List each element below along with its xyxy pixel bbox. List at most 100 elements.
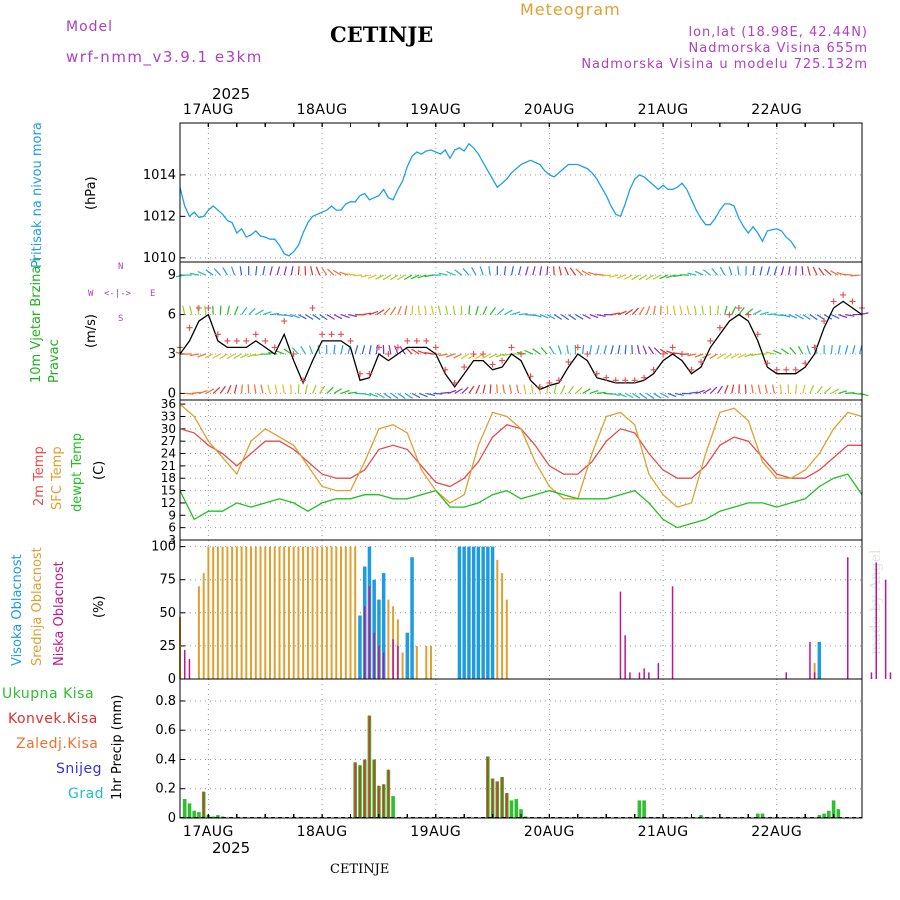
wind-gust-marker (679, 351, 685, 357)
precip-total-bar (836, 809, 841, 818)
wind-arrow (575, 386, 583, 394)
wind-arrow (424, 305, 427, 315)
wind-direction-legend: N W <-|-> E S (88, 262, 158, 324)
precip-legend-total: Ukupna Kisa (2, 686, 95, 702)
wind-gust-marker (849, 298, 856, 305)
wind-arrow (226, 353, 235, 360)
precip-total-bar (216, 815, 220, 818)
wind-arrow (213, 268, 221, 276)
cloud-mid-bar (231, 546, 234, 679)
cloud-mid-bar (325, 546, 328, 679)
wind-gust-marker (584, 351, 591, 357)
cloud-high-bar (481, 546, 485, 679)
wind-arrow (312, 314, 321, 321)
precip-total-bar (760, 813, 765, 818)
wind-legend-arrow: <-|-> (104, 289, 132, 299)
wind-arrow (418, 392, 428, 398)
wind-arrow (297, 266, 300, 276)
wind-gust-marker (309, 305, 316, 311)
wind-arrow (284, 314, 294, 318)
wind-arrow (367, 274, 377, 279)
wind-gust-marker (404, 337, 411, 344)
wind-arrow (760, 311, 769, 316)
wind-gust-marker (792, 366, 799, 373)
ytick-label: 25 (159, 639, 176, 654)
wind-arrow (233, 384, 238, 394)
xtick-label-bottom: 17AUG (183, 824, 234, 840)
dewpt-line (179, 473, 863, 529)
wind-arrow (824, 268, 832, 276)
cloud-mid-bar (430, 645, 432, 679)
model-name: wrf-nmm_v3.9.1 e3km (66, 48, 263, 66)
wind-arrow (539, 266, 543, 276)
wind-arrow (468, 305, 471, 315)
wind-arrow (642, 345, 648, 355)
wind-gust-marker (508, 344, 515, 351)
page-title: CETINJE (330, 22, 434, 47)
wind-arrow (516, 384, 520, 394)
wind-arrow (340, 345, 344, 355)
wind-arrow (772, 384, 775, 394)
wind-gust-marker (347, 337, 354, 344)
wind-arrow (523, 384, 527, 394)
wind-arrow (603, 345, 607, 355)
precip-conv-bar (202, 791, 205, 818)
ytick-label: 33 (161, 409, 176, 423)
wind-arrow (624, 392, 634, 399)
wind-arrow (348, 391, 358, 394)
wind-arrow (219, 353, 228, 360)
wind-arrow (694, 270, 704, 276)
precip-conv-bar (359, 765, 361, 818)
wind-gust-marker (802, 360, 809, 367)
wind-arrow (795, 314, 804, 320)
wind-arrow (844, 345, 849, 355)
panel-bg-temperature (180, 400, 862, 540)
wind-arrow (454, 388, 463, 394)
wind-gust-marker (224, 337, 231, 344)
wind-arrow (205, 388, 215, 394)
wind-gust-marker (394, 344, 401, 351)
wind-arrow (575, 268, 584, 276)
wind-gust-marker (186, 324, 193, 331)
wind-arrow (438, 272, 448, 276)
wind-arrow (509, 384, 513, 394)
wind-arrow (375, 344, 378, 355)
wind-arrow (290, 384, 292, 394)
wind-arrow (496, 384, 498, 394)
wind-gust-marker (555, 377, 562, 384)
cloud-low-bar (382, 652, 385, 679)
wind-arrow (532, 266, 536, 276)
cloud-mid-bar (340, 546, 342, 679)
wind-gust-marker (783, 366, 790, 373)
wind-arrow (362, 392, 372, 396)
precip-total-bar (211, 816, 215, 818)
wind-arrow (479, 266, 484, 276)
wind-arrow (575, 314, 584, 320)
wind-arrow (569, 267, 576, 276)
wind-arrow (375, 274, 384, 280)
wind-gust-marker (745, 311, 752, 318)
wind-arrow (624, 274, 633, 280)
cloud-mid-bar (311, 546, 314, 679)
wind-arrow (310, 266, 314, 276)
cloud-low-bar (397, 645, 399, 679)
wind-gust-marker (536, 383, 543, 390)
wind-arrow (816, 314, 825, 321)
wind-arrow (757, 384, 761, 394)
cloud-low-bar (184, 649, 186, 679)
cloud-mid-bar (349, 546, 352, 679)
wind-gust-marker (385, 351, 392, 357)
wind-arrow (687, 272, 697, 276)
wind-arrow (319, 314, 328, 321)
wind-arrow (182, 305, 186, 315)
wind-gust-marker (546, 379, 553, 386)
cloud-mid-bar (254, 546, 257, 679)
wind-arrow (818, 267, 825, 276)
year-label-bottom: 2025 (212, 839, 251, 857)
precip-total-bar (756, 813, 760, 818)
cloud-mid-bar (264, 546, 267, 679)
wind-arrow (518, 266, 522, 276)
wind-arrow (319, 385, 326, 394)
wind-arrow (624, 344, 627, 355)
cloud-low-bar (643, 668, 645, 679)
